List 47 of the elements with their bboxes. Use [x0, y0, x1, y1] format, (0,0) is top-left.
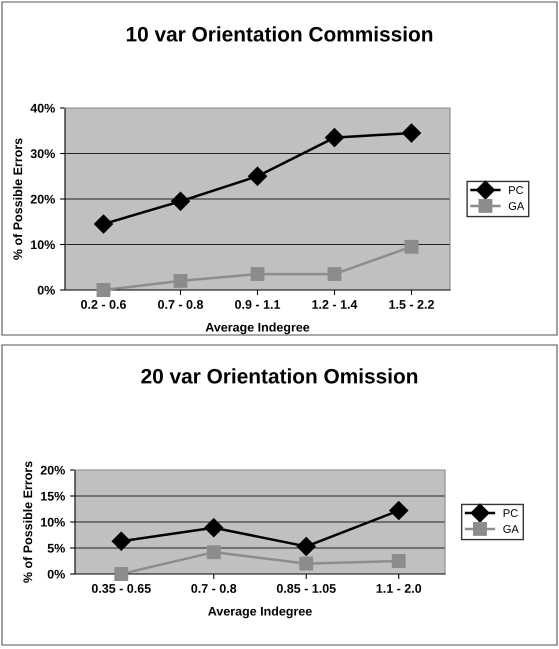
x-tick-label: 1.2 - 1.4	[312, 300, 358, 309]
point	[248, 166, 268, 186]
legend-label: GA	[503, 525, 519, 533]
point	[112, 532, 131, 551]
point	[204, 518, 224, 538]
y-tick-label: 40%	[30, 104, 55, 113]
point	[328, 267, 342, 282]
point	[324, 128, 344, 148]
y-tick-label: 0%	[38, 286, 55, 295]
chart-title: 10 var Orientation Commission	[126, 26, 432, 42]
x-tick-label: 1.5 - 2.2	[389, 300, 434, 309]
point	[299, 556, 314, 571]
x-tick-label: 0.2 - 0.6	[81, 300, 126, 309]
point	[170, 192, 190, 211]
point	[206, 545, 221, 560]
x-tick-label: 1.1 - 2.0	[376, 584, 422, 593]
point	[392, 554, 406, 568]
point	[402, 123, 422, 143]
point	[114, 567, 128, 581]
y-tick-label: 15%	[41, 492, 65, 501]
y-axis-title: % of Possible Errors	[23, 461, 32, 583]
legend-label: PC	[509, 186, 524, 194]
x-tick-label: 0.35 - 0.65	[92, 584, 151, 593]
x-axis-title: Average Indegree	[206, 322, 310, 334]
x-tick-label: 0.7 - 0.8	[191, 584, 236, 593]
point	[96, 283, 110, 297]
point	[296, 536, 316, 556]
y-tick-label: 5%	[48, 544, 65, 553]
x-tick-label: 0.9 - 1.1	[235, 300, 280, 309]
legend-label: PC	[504, 509, 518, 518]
y-tick-label: 10%	[31, 240, 55, 250]
x-axis-title: Average Indegree	[208, 606, 312, 618]
point	[174, 274, 188, 288]
point	[404, 240, 418, 254]
y-tick-label: 0%	[48, 570, 65, 579]
legend-label: GA	[508, 202, 524, 210]
y-tick-label: 10%	[41, 518, 65, 527]
point	[250, 267, 264, 282]
y-tick-label: 20%	[40, 466, 65, 475]
point	[389, 501, 408, 520]
y-axis-title: % of Possible Errors	[13, 138, 22, 260]
y-tick-label: 30%	[30, 149, 55, 158]
y-tick-label: 20%	[30, 194, 55, 204]
x-tick-label: 0.85 - 1.05	[276, 584, 336, 593]
chart-title: 20 var Orientation Omission	[141, 368, 418, 384]
x-tick-label: 0.7 - 0.8	[158, 300, 204, 309]
point	[94, 214, 114, 234]
